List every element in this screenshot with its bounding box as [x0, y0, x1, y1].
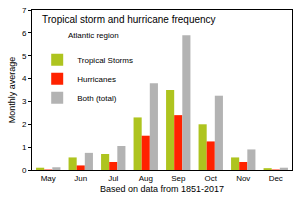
svg-text:5: 5 — [22, 52, 27, 61]
svg-text:Monthly average: Monthly average — [7, 57, 17, 124]
svg-text:0: 0 — [22, 166, 27, 175]
svg-text:Nov: Nov — [236, 174, 250, 183]
svg-text:Dec: Dec — [269, 174, 283, 183]
svg-text:Hurricanes: Hurricanes — [77, 75, 116, 84]
svg-text:Sep: Sep — [171, 174, 186, 183]
svg-text:Aug: Aug — [139, 174, 153, 183]
svg-text:Jul: Jul — [108, 174, 118, 183]
svg-text:6: 6 — [22, 29, 27, 38]
svg-text:Based on data from 1851-2017: Based on data from 1851-2017 — [100, 184, 224, 194]
svg-text:4: 4 — [22, 74, 27, 83]
svg-text:7: 7 — [22, 6, 27, 15]
svg-text:2: 2 — [22, 120, 27, 129]
svg-text:Jun: Jun — [74, 174, 87, 183]
svg-text:Tropical storm and hurricane f: Tropical storm and hurricane frequency — [42, 14, 216, 25]
svg-text:Atlantic region: Atlantic region — [68, 31, 119, 40]
svg-text:May: May — [41, 174, 56, 183]
svg-text:1: 1 — [22, 143, 27, 152]
svg-text:Oct: Oct — [205, 174, 218, 183]
svg-text:Both (total): Both (total) — [77, 94, 116, 103]
svg-text:Tropical Storms: Tropical Storms — [77, 56, 133, 65]
svg-text:3: 3 — [22, 97, 27, 106]
